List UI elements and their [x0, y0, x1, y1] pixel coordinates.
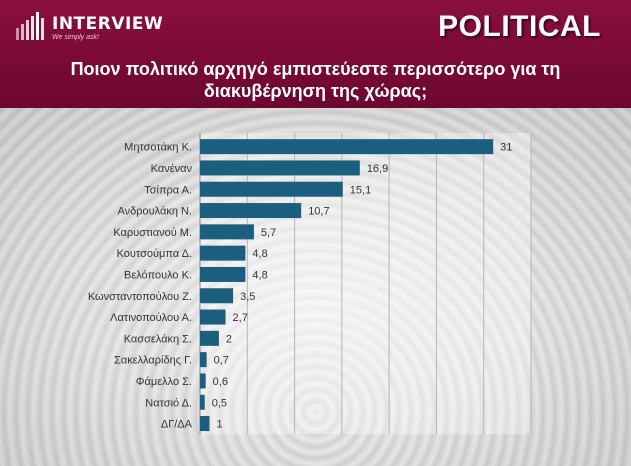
category-label: Νατσιό Δ. — [145, 397, 192, 409]
category-label: Ανδρουλάκη Ν. — [117, 206, 192, 218]
bar — [200, 224, 254, 240]
category-label: Φάμελλο Σ. — [136, 376, 192, 388]
category-label: Κασσελάκη Σ. — [124, 333, 192, 345]
brand-name: INTERVIEW — [52, 14, 164, 34]
category-label: Καρυστιανού Μ. — [113, 227, 192, 239]
value-label: 16,9 — [367, 163, 388, 175]
bar — [200, 245, 246, 261]
category-label: Μητσοτάκη Κ. — [124, 142, 192, 154]
value-label: 10,7 — [308, 206, 329, 218]
bar — [200, 288, 234, 304]
bar — [200, 139, 494, 155]
political-badge: POLITICAL — [438, 10, 601, 43]
category-label: Κουτσούμπα Δ. — [117, 248, 192, 260]
value-label: 31 — [500, 142, 512, 154]
bar — [200, 352, 207, 368]
category-label: Κανέναν — [151, 163, 193, 175]
bar-chart: Μητσοτάκη Κ. 31 Κανέναν 16,9 Τσίπρα Α. 15,1 Αν… — [88, 133, 532, 435]
category-label: Λατινοπούλου Α. — [110, 312, 192, 324]
category-label: Βελόπουλο Κ. — [124, 269, 192, 281]
value-label: 5,7 — [261, 227, 276, 239]
question-title: Ποιον πολιτικό αρχηγό εμπιστεύεστε περισ… — [70, 59, 561, 101]
logo-bars-icon — [16, 12, 44, 40]
value-label: 0,5 — [212, 397, 227, 409]
bar — [200, 309, 226, 325]
value-label: 4,8 — [252, 248, 267, 260]
category-label: ΔΓ/ΔΑ — [161, 419, 193, 431]
value-label: 2,7 — [233, 312, 248, 324]
category-label: Σακελλαρίδης Γ. — [114, 355, 192, 367]
category-label: Κωνσταντοπούλου Ζ. — [88, 291, 192, 303]
bar — [200, 203, 302, 219]
value-label: 2 — [226, 333, 232, 345]
bar — [200, 160, 360, 176]
interview-logo: INTERVIEW We simply ask! — [16, 10, 163, 42]
bar — [200, 181, 343, 197]
value-label: 0,6 — [213, 376, 228, 388]
value-label: 1 — [216, 419, 222, 431]
category-label: Τσίπρα Α. — [144, 184, 192, 196]
value-label: 0,7 — [214, 355, 229, 367]
bar — [200, 416, 210, 432]
bar — [200, 394, 205, 410]
bar — [200, 330, 219, 346]
brand-tagline: We simply ask! — [52, 34, 99, 41]
bar — [200, 266, 246, 282]
value-label: 4,8 — [252, 269, 267, 281]
value-label: 15,1 — [350, 184, 371, 196]
header-banner: INTERVIEW We simply ask! POLITICAL Ποιον… — [0, 0, 631, 108]
bar — [200, 373, 206, 389]
plot-area — [200, 133, 531, 435]
value-label: 3,5 — [240, 291, 255, 303]
